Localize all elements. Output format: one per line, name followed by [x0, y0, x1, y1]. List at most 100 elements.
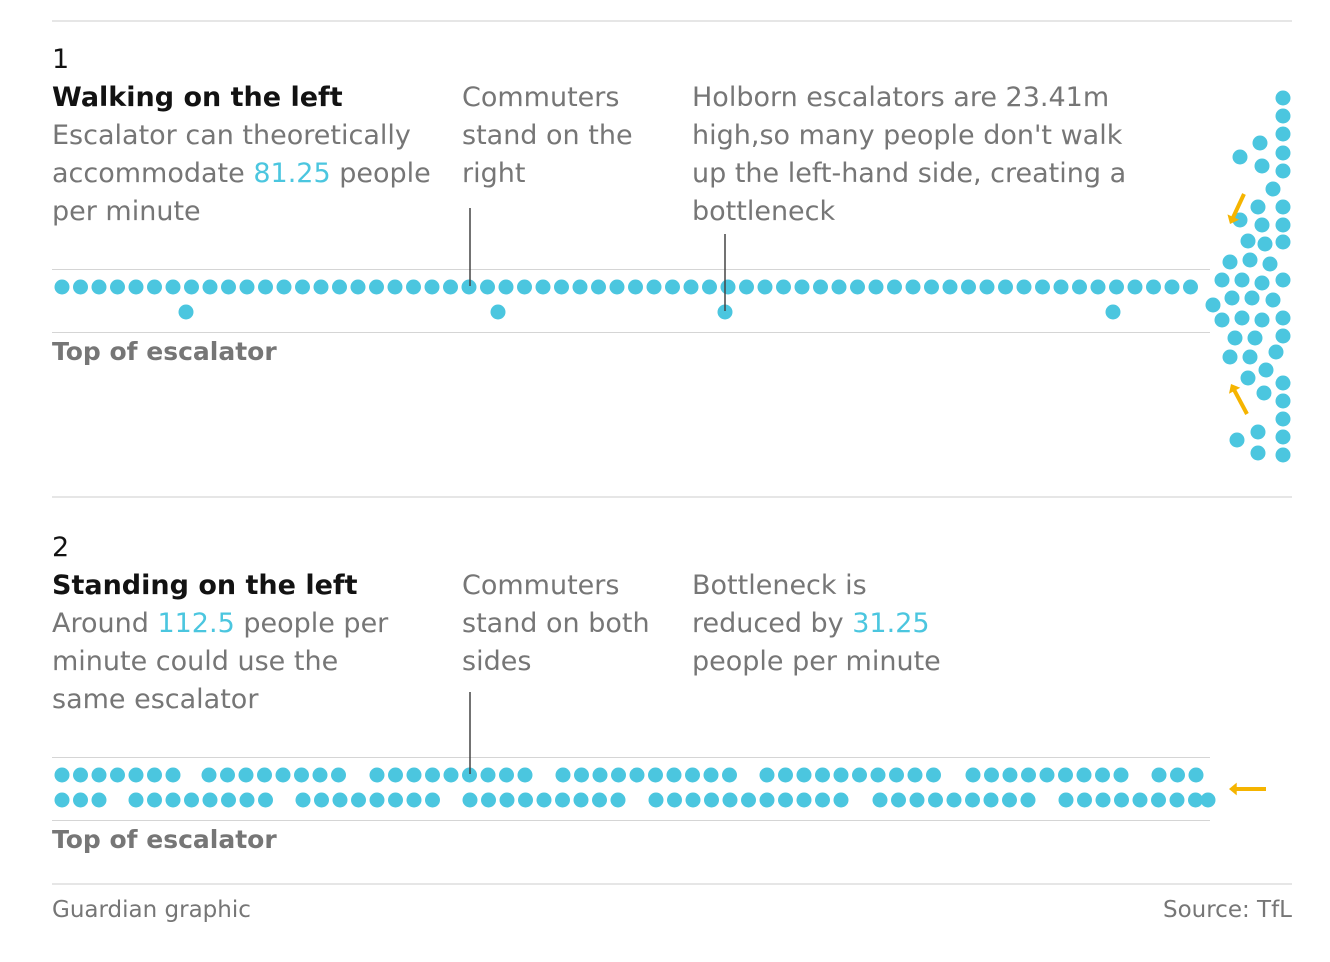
person-dot	[1151, 792, 1166, 808]
person-dot	[611, 767, 626, 783]
queue-dot	[1258, 362, 1274, 378]
person-dot	[722, 792, 738, 808]
queue-dot	[1227, 330, 1243, 346]
person-dot	[648, 767, 663, 783]
person-dot	[833, 792, 849, 808]
queue-dot	[1254, 158, 1270, 174]
person-dot	[741, 792, 756, 808]
person-dot	[555, 792, 570, 808]
panel2-desc-post: people per minute could use the same esc…	[52, 608, 389, 715]
person-dot	[1183, 279, 1198, 295]
queue-dot	[1275, 411, 1291, 427]
person-dot	[1016, 279, 1032, 295]
person-dot	[406, 279, 421, 295]
panel2-desc-pre: Around	[52, 608, 158, 639]
person-dot	[1095, 792, 1111, 808]
person-dot	[388, 792, 403, 808]
person-dot	[128, 279, 144, 295]
queue-dot	[1275, 310, 1291, 326]
person-dot	[572, 279, 588, 295]
person-dot	[872, 792, 888, 808]
person-dot	[462, 767, 477, 783]
panel2-note-commuters: Commuters stand on both sides	[462, 570, 650, 677]
person-dot	[833, 767, 849, 783]
person-dot	[332, 792, 348, 808]
queue-dot	[1205, 297, 1221, 313]
person-dot	[1105, 304, 1121, 320]
person-dot	[184, 792, 199, 808]
person-dot	[924, 279, 939, 295]
person-dot	[498, 279, 514, 295]
panel1-capacity-value: 81.25	[253, 158, 331, 189]
person-dot	[628, 279, 643, 295]
person-dot	[178, 304, 194, 320]
person-dot	[685, 767, 700, 783]
person-dot	[983, 792, 999, 808]
person-dot	[1021, 767, 1036, 783]
person-dot	[258, 792, 273, 808]
person-dot	[573, 792, 589, 808]
person-dot	[184, 279, 199, 295]
queue-dot	[1247, 330, 1263, 346]
panel2-capacity-value: 112.5	[157, 608, 235, 639]
person-dot	[91, 792, 107, 808]
person-dot	[201, 767, 217, 783]
queue-dot	[1254, 275, 1270, 291]
footer-credit: Guardian graphic	[52, 897, 251, 923]
person-dot	[1039, 767, 1055, 783]
person-dot	[147, 279, 162, 295]
person-dot	[1169, 792, 1185, 808]
queue-dot	[1256, 385, 1272, 401]
person-dot	[648, 792, 664, 808]
person-dot	[794, 279, 810, 295]
queue-dot	[1250, 199, 1266, 215]
panel2-bottleneck-pre: Bottleneck is reduced by	[692, 570, 867, 639]
queue-dot	[1252, 135, 1268, 151]
person-dot	[1058, 792, 1074, 808]
person-dot	[536, 792, 552, 808]
panel2-number: 2	[52, 532, 70, 563]
queue-dot	[1224, 290, 1240, 306]
person-dot	[1109, 279, 1124, 295]
person-dot	[961, 279, 976, 295]
panel1-description: Escalator can theoretically accommodate …	[52, 117, 437, 231]
person-dot	[850, 279, 865, 295]
footer-rule	[52, 883, 1292, 885]
person-dot	[1058, 767, 1073, 783]
person-dot	[703, 767, 719, 783]
person-dot	[91, 767, 107, 783]
footer-source: Source: TfL	[1162, 897, 1292, 923]
panel2-lane-top-line	[52, 757, 1210, 758]
person-dot	[666, 767, 682, 783]
person-dot	[313, 279, 329, 295]
queue-dot	[1214, 312, 1230, 328]
queue-dot	[1222, 349, 1238, 365]
person-dot	[220, 767, 235, 783]
queue-dot	[1254, 312, 1270, 328]
queue-dot	[1262, 256, 1278, 272]
person-dot	[314, 792, 329, 808]
person-dot	[778, 767, 793, 783]
person-dot	[490, 304, 506, 320]
top-rule	[52, 20, 1292, 22]
person-dot	[942, 279, 958, 295]
queue-dot	[1242, 252, 1258, 268]
person-dot	[1200, 792, 1216, 808]
person-dot	[351, 792, 366, 808]
panel2-lane-bottom-line	[52, 820, 1210, 821]
person-dot	[165, 279, 181, 295]
panel1-title: Walking on the left	[52, 82, 343, 113]
person-dot	[388, 767, 403, 783]
person-dot	[720, 279, 736, 295]
person-dot	[387, 279, 403, 295]
arrow-icon	[1229, 782, 1266, 796]
queue-dot	[1275, 447, 1291, 463]
person-dot	[1095, 767, 1110, 783]
person-dot	[73, 767, 88, 783]
person-dot	[1170, 767, 1185, 783]
queue-dot	[1275, 328, 1291, 344]
person-dot	[704, 792, 719, 808]
person-dot	[928, 792, 943, 808]
panel2-note-bottleneck: Bottleneck is reduced by 31.25 people pe…	[692, 567, 962, 681]
person-dot	[757, 279, 773, 295]
